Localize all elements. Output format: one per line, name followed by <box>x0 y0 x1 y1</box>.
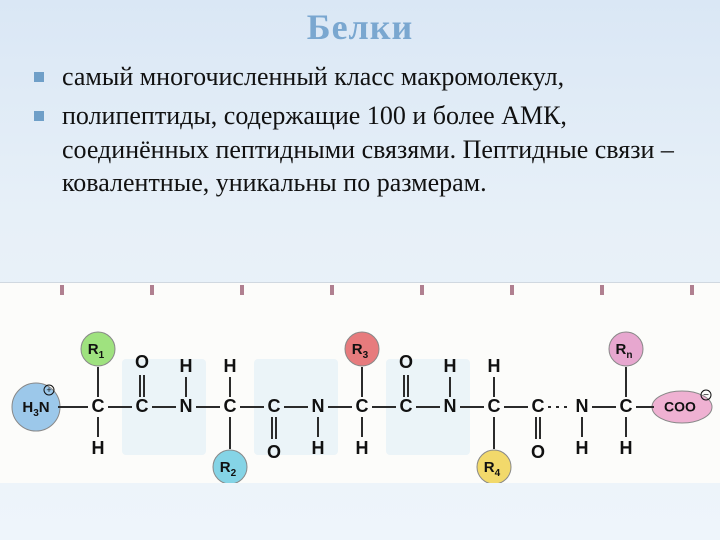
svg-text:H: H <box>356 438 369 458</box>
bullet-marker-icon <box>34 111 44 121</box>
slide: Белки самый многочисленный класс макромо… <box>0 0 720 540</box>
svg-text:C: C <box>136 396 149 416</box>
svg-text:N: N <box>576 396 589 416</box>
svg-text:H: H <box>620 438 633 458</box>
svg-text:O: O <box>135 352 149 372</box>
page-title: Белки <box>0 0 720 48</box>
svg-text:H: H <box>312 438 325 458</box>
peptide-diagram: CHHCONHCHHCONHCHHCONHCHHCONHCHHR1R2R3R4R… <box>0 282 720 483</box>
bullet-marker-icon <box>34 72 44 82</box>
svg-text:−: − <box>703 390 709 401</box>
svg-text:O: O <box>399 352 413 372</box>
svg-text:C: C <box>400 396 413 416</box>
bullet-text: полипептиды, содержащие 100 и более АМК,… <box>62 99 686 199</box>
svg-text:C: C <box>532 396 545 416</box>
svg-text:H: H <box>224 356 237 376</box>
bullet-list: самый многочисленный класс макромолекул,… <box>34 60 686 199</box>
list-item: самый многочисленный класс макромолекул, <box>34 60 686 93</box>
svg-text:H: H <box>576 438 589 458</box>
svg-text:N: N <box>180 396 193 416</box>
svg-text:N: N <box>312 396 325 416</box>
svg-text:N: N <box>444 396 457 416</box>
list-item: полипептиды, содержащие 100 и более АМК,… <box>34 99 686 199</box>
svg-text:C: C <box>488 396 501 416</box>
svg-text:C: C <box>268 396 281 416</box>
svg-text:O: O <box>267 442 281 462</box>
svg-text:COO: COO <box>664 399 696 415</box>
svg-text:H: H <box>488 356 501 376</box>
chemical-structure-svg: CHHCONHCHHCONHCHHCONHCHHCONHCHHR1R2R3R4R… <box>0 283 720 483</box>
svg-text:H: H <box>92 438 105 458</box>
svg-text:H: H <box>180 356 193 376</box>
svg-text:O: O <box>531 442 545 462</box>
svg-text:H: H <box>444 356 457 376</box>
svg-text:C: C <box>224 396 237 416</box>
svg-text:+: + <box>46 385 51 395</box>
bullet-text: самый многочисленный класс макромолекул, <box>62 60 564 93</box>
